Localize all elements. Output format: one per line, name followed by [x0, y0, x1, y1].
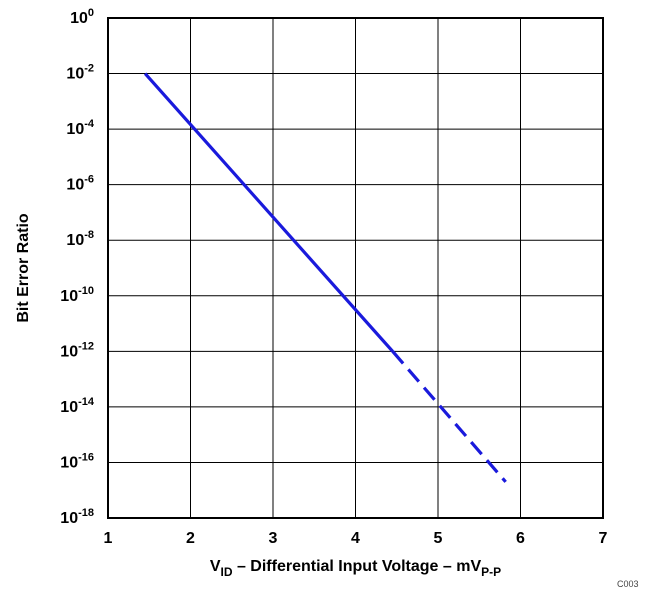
y-tick-label: 10-18	[60, 507, 94, 527]
y-tick-label: 10-10	[60, 285, 94, 305]
y-tick-label: 100	[70, 7, 94, 27]
y-tick-base: 10	[60, 288, 78, 305]
x-tick-label: 5	[434, 530, 443, 547]
y-tick-exponent: -10	[78, 285, 94, 297]
y-tick-base: 10	[60, 343, 78, 360]
x-title-sub2: P-P	[481, 565, 501, 579]
x-tick-labels: 1 2 3 4 5 6 7	[104, 530, 608, 547]
figure-code: C003	[617, 579, 639, 589]
y-tick-base: 10	[60, 399, 78, 416]
y-axis-title: Bit Error Ratio	[15, 213, 32, 323]
y-tick-labels: 10010-210-410-610-810-1010-1210-1410-161…	[60, 7, 95, 527]
y-tick-exponent: -18	[78, 507, 94, 519]
x-axis-title: VID – Differential Input Voltage – mVP-P	[210, 558, 501, 579]
x-tick-label: 7	[599, 530, 608, 547]
x-title-middle: – Differential Input Voltage – mV	[233, 558, 482, 575]
x-tick-label: 2	[186, 530, 195, 547]
x-title-sub1: ID	[221, 565, 233, 579]
y-tick-base: 10	[66, 232, 84, 249]
y-tick-base: 10	[70, 10, 88, 27]
y-tick-exponent: -14	[78, 396, 95, 408]
x-tick-label: 4	[351, 530, 360, 547]
y-tick-label: 10-4	[66, 118, 94, 138]
y-tick-exponent: -8	[84, 229, 94, 241]
y-tick-label: 10-16	[60, 451, 94, 471]
plot-area-frame	[107, 17, 604, 519]
y-tick-exponent: -4	[84, 118, 95, 130]
x-tick-label: 1	[104, 530, 113, 547]
y-tick-label: 10-14	[60, 396, 95, 416]
series-layer	[143, 72, 507, 483]
y-tick-label: 10-12	[60, 340, 94, 360]
y-tick-label: 10-6	[66, 174, 94, 194]
x-tick-label: 6	[516, 530, 525, 547]
ber-curve-measured	[143, 72, 394, 353]
x-title-prefix: V	[210, 558, 221, 575]
y-tick-base: 10	[66, 121, 84, 138]
y-tick-exponent: -6	[84, 174, 94, 186]
y-tick-exponent: -16	[78, 451, 94, 463]
y-tick-exponent: 0	[88, 7, 94, 19]
y-tick-base: 10	[66, 177, 84, 194]
y-tick-base: 10	[60, 510, 78, 527]
y-tick-exponent: -2	[84, 63, 94, 75]
y-tick-exponent: -12	[78, 340, 94, 352]
y-tick-label: 10-2	[66, 63, 94, 83]
y-tick-label: 10-8	[66, 229, 94, 249]
y-tick-base: 10	[66, 66, 84, 83]
x-tick-label: 3	[269, 530, 278, 547]
ber-curve-extrapolated	[391, 350, 507, 483]
grid-layer	[107, 17, 604, 519]
y-tick-base: 10	[60, 454, 78, 471]
